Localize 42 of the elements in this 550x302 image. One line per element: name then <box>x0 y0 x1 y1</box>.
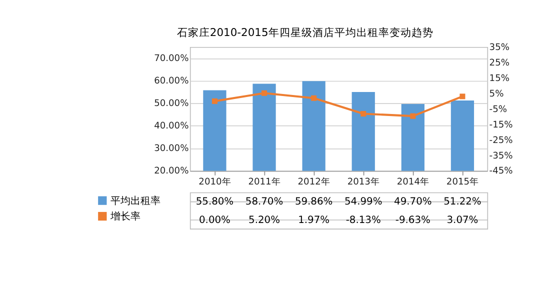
y2-tick-label: -45% <box>489 166 514 177</box>
x-tick-label: 2010年 <box>198 176 231 188</box>
point <box>311 95 317 101</box>
point <box>460 94 466 100</box>
data-label: -9.63% <box>395 214 430 226</box>
y-tick-label: 40.00% <box>154 122 190 132</box>
data-label: 49.70% <box>394 196 432 208</box>
y-tick-label: 30.00% <box>154 144 190 154</box>
x-tick-label: 2013年 <box>347 176 380 188</box>
data-label: 51.22% <box>444 196 482 208</box>
y2-tick-label: 5% <box>489 89 504 100</box>
y-tick-label: 50.00% <box>154 99 190 110</box>
legend-label: 增长率 <box>110 210 141 223</box>
y2-tick-label: 15% <box>489 74 510 84</box>
y2-tick-label: 35% <box>489 42 510 53</box>
y2-tick-label: -15% <box>489 120 514 130</box>
x-tick-label: 2014年 <box>396 176 429 188</box>
y-tick-label: 20.00% <box>154 166 190 177</box>
x-tick-label: 2011年 <box>248 176 280 188</box>
y2-tick-label: -35% <box>489 151 514 162</box>
y2-tick-label: -25% <box>489 136 514 146</box>
data-label: 0.00% <box>199 214 230 226</box>
y2-tick-label: -5% <box>489 104 508 115</box>
x-tick-label: 2012年 <box>298 176 330 188</box>
data-label: 54.99% <box>344 196 382 208</box>
data-label: 58.70% <box>245 196 284 208</box>
point <box>212 98 218 104</box>
data-label: 55.80% <box>196 196 234 208</box>
legend-label: 平均出租率 <box>110 194 161 207</box>
chart-title: 石家庄2010-2015年四星级酒店平均出租率变动趋势 <box>176 26 434 39</box>
data-label: 5.20% <box>248 214 280 226</box>
y-tick-label: 70.00% <box>154 54 190 64</box>
data-label: -8.13% <box>346 214 381 226</box>
x-tick-label: 2015年 <box>446 176 479 188</box>
y-tick-label: 60.00% <box>154 76 190 87</box>
point <box>261 90 268 96</box>
data-label: 1.97% <box>298 214 330 226</box>
data-label: 59.86% <box>294 196 333 208</box>
point <box>410 113 416 119</box>
point <box>360 110 366 117</box>
data-label: 3.07% <box>446 214 478 226</box>
y2-tick-label: 25% <box>489 58 510 68</box>
